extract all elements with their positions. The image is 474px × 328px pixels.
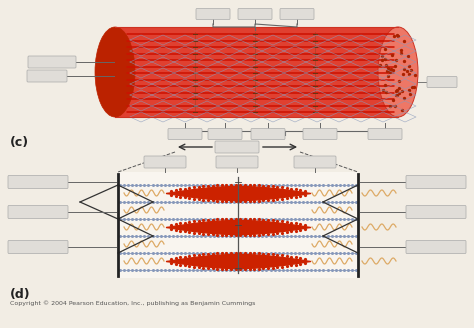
FancyBboxPatch shape xyxy=(406,206,466,218)
FancyBboxPatch shape xyxy=(368,129,402,139)
FancyBboxPatch shape xyxy=(294,156,336,168)
Bar xyxy=(118,172,358,278)
FancyBboxPatch shape xyxy=(427,76,457,88)
FancyBboxPatch shape xyxy=(280,9,314,19)
FancyBboxPatch shape xyxy=(238,9,272,19)
FancyBboxPatch shape xyxy=(303,129,337,139)
Bar xyxy=(115,27,398,117)
FancyBboxPatch shape xyxy=(144,156,186,168)
Text: (c): (c) xyxy=(10,136,29,149)
FancyBboxPatch shape xyxy=(208,129,242,139)
FancyBboxPatch shape xyxy=(216,156,258,168)
FancyBboxPatch shape xyxy=(196,9,230,19)
FancyBboxPatch shape xyxy=(8,240,68,254)
FancyBboxPatch shape xyxy=(215,141,259,153)
Text: (d): (d) xyxy=(10,288,31,301)
FancyBboxPatch shape xyxy=(406,175,466,189)
FancyBboxPatch shape xyxy=(168,129,202,139)
FancyBboxPatch shape xyxy=(28,56,76,68)
Ellipse shape xyxy=(95,27,135,117)
Ellipse shape xyxy=(378,27,418,117)
FancyBboxPatch shape xyxy=(8,175,68,189)
FancyBboxPatch shape xyxy=(251,129,285,139)
FancyBboxPatch shape xyxy=(406,240,466,254)
Text: Copyright © 2004 Pearson Education, Inc., publishing as Benjamin Cummings: Copyright © 2004 Pearson Education, Inc.… xyxy=(10,300,255,306)
FancyBboxPatch shape xyxy=(8,206,68,218)
FancyBboxPatch shape xyxy=(27,70,67,82)
